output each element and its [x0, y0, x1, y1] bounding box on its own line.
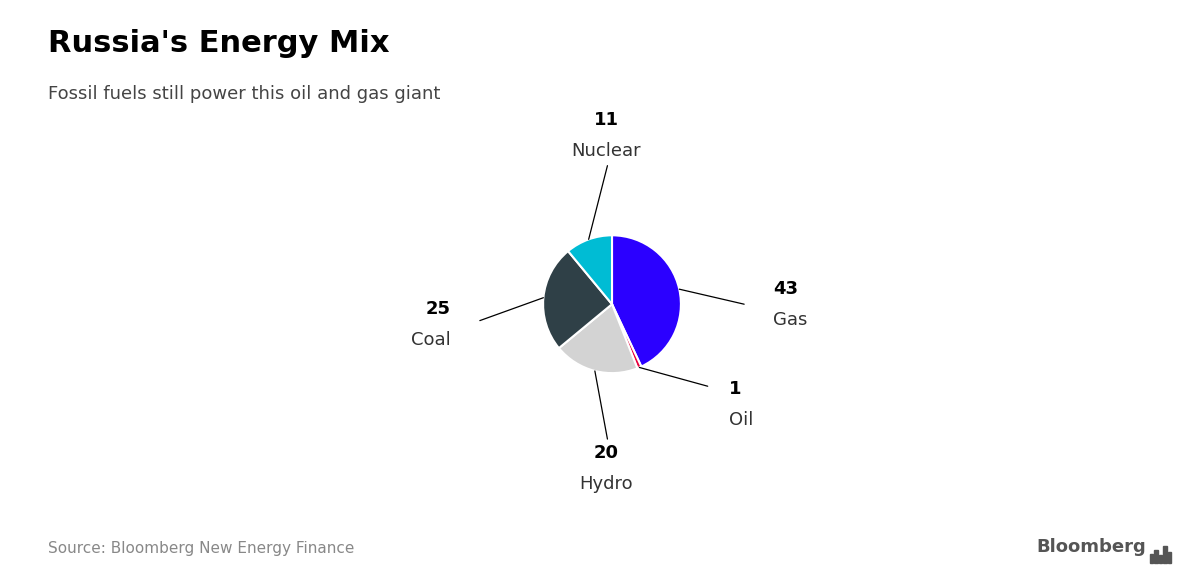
Text: Gas: Gas: [773, 311, 808, 329]
Wedge shape: [544, 251, 612, 348]
Text: Oil: Oil: [728, 411, 754, 429]
Text: Hydro: Hydro: [580, 476, 634, 493]
Wedge shape: [612, 304, 641, 369]
Text: Nuclear: Nuclear: [571, 142, 641, 160]
Text: 20: 20: [594, 444, 619, 462]
Text: 1: 1: [728, 380, 742, 398]
Text: Coal: Coal: [412, 331, 451, 349]
Text: 11: 11: [594, 111, 619, 129]
Wedge shape: [559, 304, 637, 373]
Text: Source: Bloomberg New Energy Finance: Source: Bloomberg New Energy Finance: [48, 541, 354, 556]
Text: 43: 43: [773, 280, 798, 298]
Text: Russia's Energy Mix: Russia's Energy Mix: [48, 29, 390, 58]
Text: 25: 25: [426, 300, 451, 318]
Wedge shape: [568, 235, 612, 304]
Wedge shape: [612, 235, 680, 367]
Text: Fossil fuels still power this oil and gas giant: Fossil fuels still power this oil and ga…: [48, 85, 440, 103]
Text: Bloomberg: Bloomberg: [1037, 538, 1146, 556]
